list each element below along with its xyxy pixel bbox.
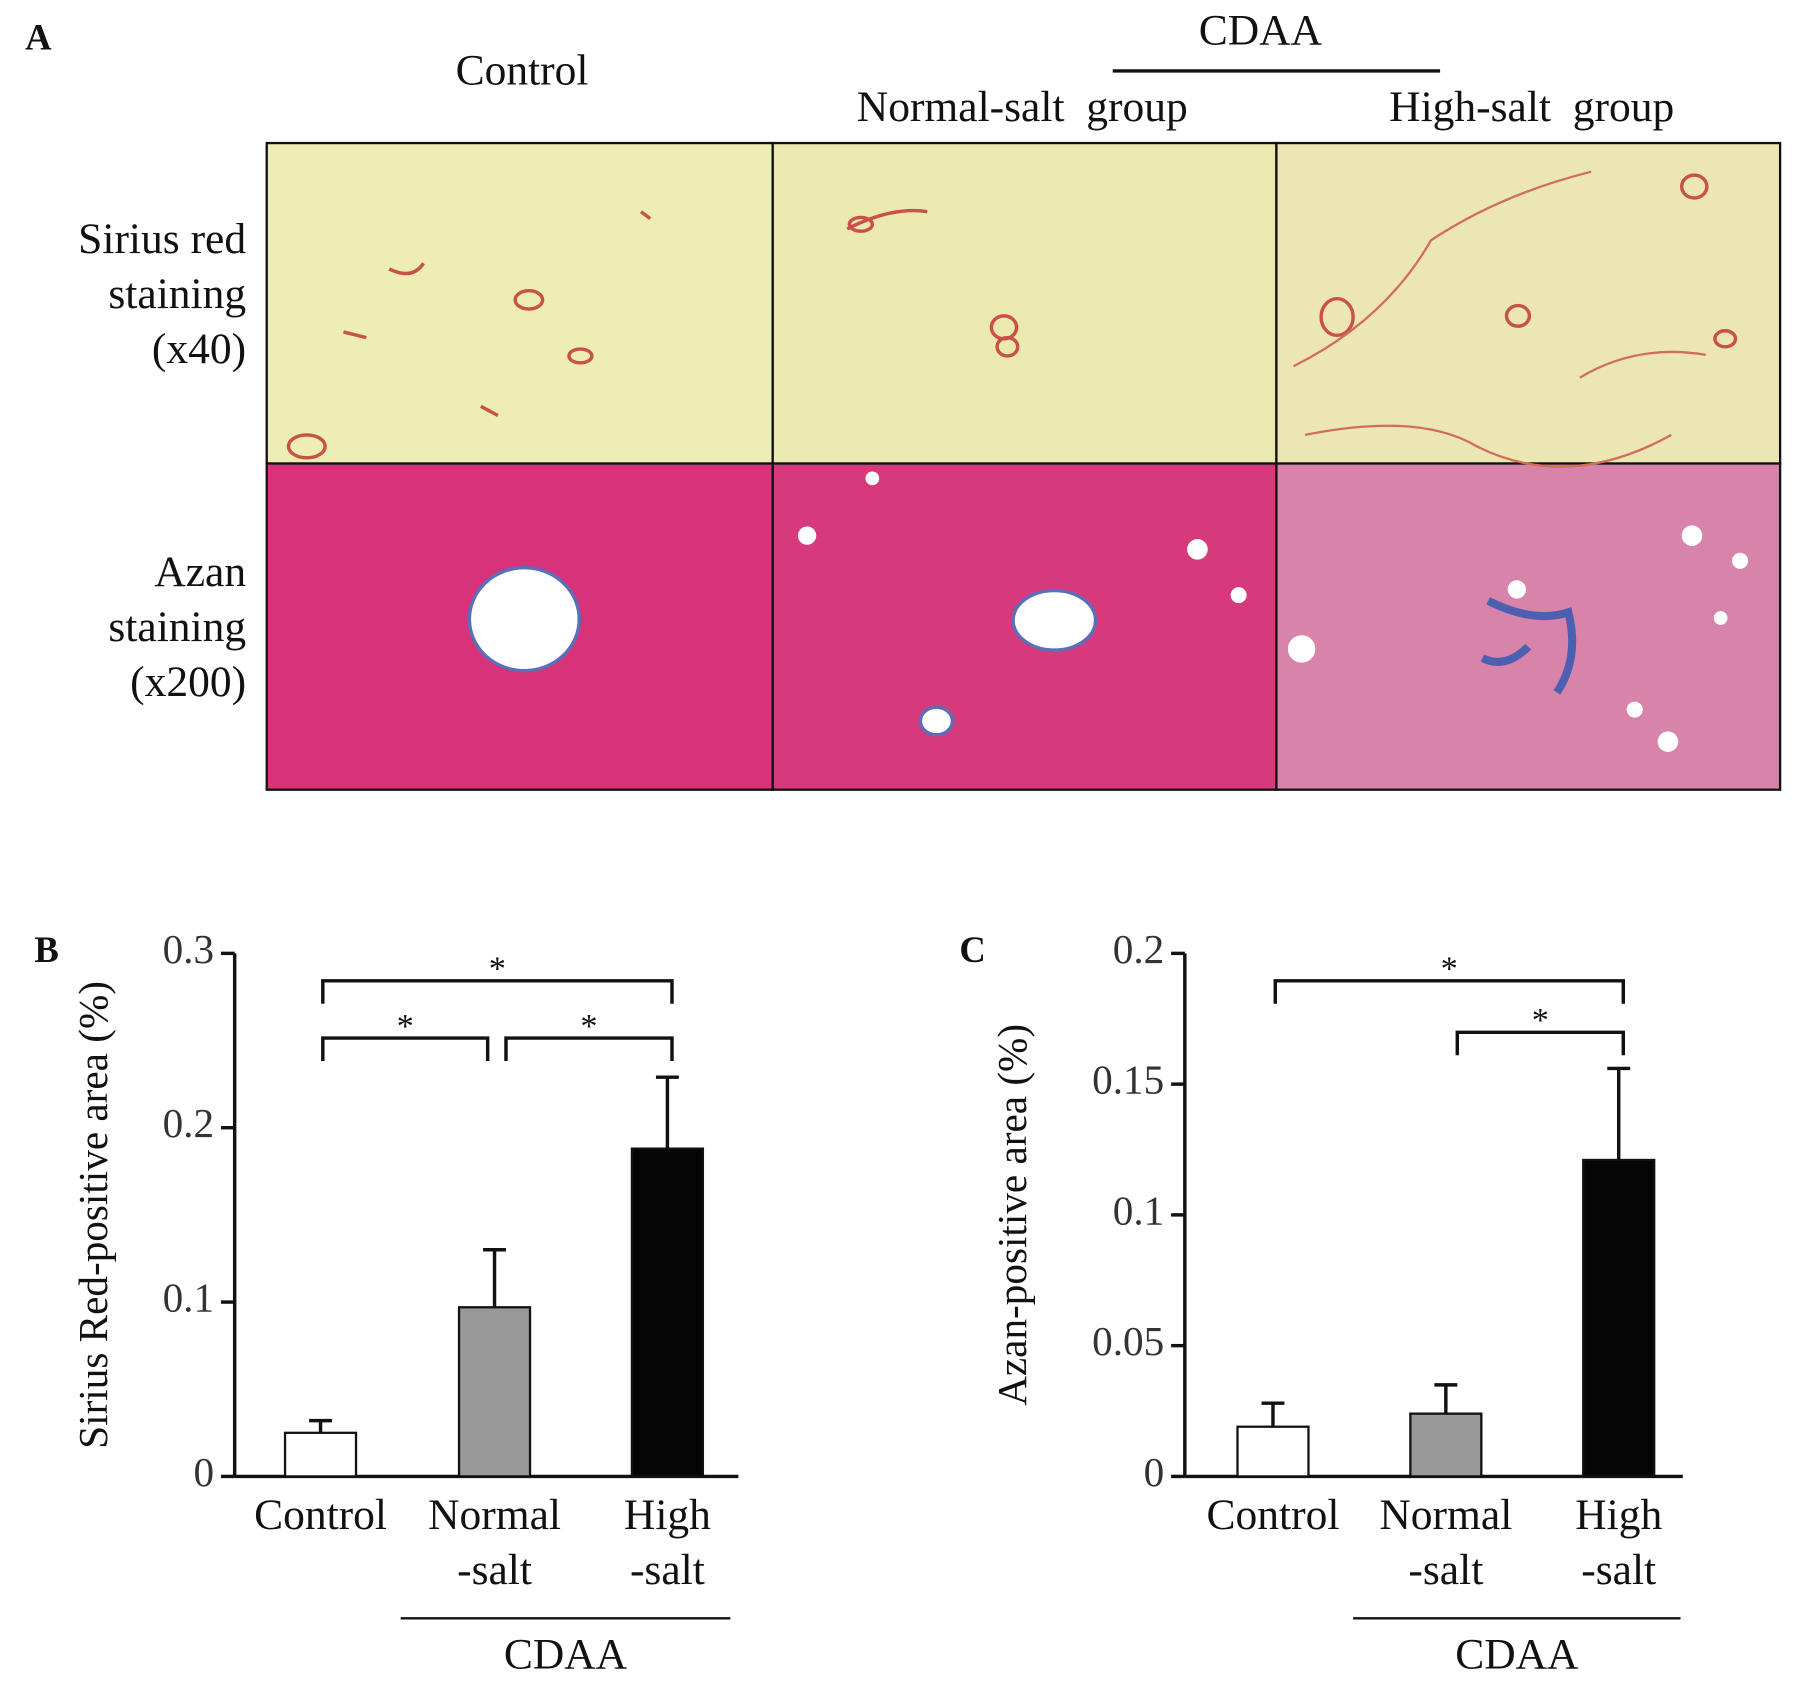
panel-a: A Control CDAA Normal-salt group High-sa… (25, 6, 1782, 791)
x-tick-label: Normal -salt (428, 1491, 561, 1595)
row-labels: Sirius red staining (x40) Azan staining (… (78, 215, 247, 707)
significance-label: * (580, 1007, 597, 1045)
group-label: CDAA (1455, 1630, 1579, 1678)
y-tick-label: 0.3 (163, 926, 214, 972)
column-header: Control (456, 46, 589, 94)
bar-chart: B Sirius Red-positive area (%) 0 0.1 0.2 0.3 C… (34, 926, 739, 1678)
row-label: Azan staining (x200) (108, 548, 247, 707)
bar-chart: C Azan-positive area (%) 0 0.05 0.1 0.15 0.2 Co… (959, 926, 1683, 1678)
y-axis-label: Sirius Red-positive area (%) (70, 981, 117, 1449)
bar (1236, 1425, 1310, 1478)
group-label: CDAA (504, 1630, 628, 1678)
bar (1582, 1158, 1656, 1478)
row-label-box: Azan staining (x200) (108, 548, 247, 707)
group-header: CDAA (1199, 6, 1323, 54)
image-sirius-normal (771, 141, 1278, 465)
x-tick-label: Normal -salt (1379, 1491, 1513, 1595)
x-tick-label: Control (1206, 1491, 1340, 1540)
y-axis-label: Azan-positive area (%) (989, 1024, 1036, 1406)
row-label-box: Sirius red staining (x40) (78, 215, 247, 374)
x-tick-label-box: Normal -salt (1379, 1491, 1513, 1595)
fibrosis (1480, 597, 1577, 695)
panel-label: B (34, 929, 58, 970)
significance-bracket (504, 1036, 674, 1061)
bar (1409, 1412, 1483, 1478)
panel-label: A (25, 17, 52, 58)
significance-bracket (321, 1036, 490, 1061)
significance-bracket (321, 979, 674, 1004)
y-tick-label: 0.15 (1092, 1057, 1164, 1103)
y-tick-label: 0.1 (163, 1275, 214, 1321)
significance-label: * (489, 950, 506, 988)
x-tick-label: High -salt (623, 1491, 711, 1595)
y-tick-label: 0.2 (1113, 926, 1164, 972)
image-sirius-control (265, 141, 774, 465)
column-header: Normal-salt group (857, 83, 1188, 131)
y-tick-label: 0 (193, 1449, 214, 1495)
significance-label: * (1532, 1001, 1549, 1039)
x-tick-label-box: High -salt (1575, 1491, 1663, 1595)
micrographs (265, 141, 1782, 791)
x-tick-label-box: High -salt (623, 1491, 711, 1595)
x-tick-label: High -salt (1575, 1491, 1663, 1595)
row-label: Sirius red staining (x40) (78, 215, 247, 374)
bar (457, 1306, 532, 1478)
y-tick-label: 0.2 (163, 1100, 214, 1146)
vessels (286, 170, 1738, 468)
significance-bracket (1455, 1030, 1626, 1056)
charts: B Sirius Red-positive area (%) 0 0.1 0.2 0.3 C… (34, 926, 1683, 1678)
significance-bracket (1273, 979, 1626, 1004)
x-tick-label-box: Control (254, 1491, 388, 1540)
image-azan-high (1275, 462, 1782, 791)
bar (630, 1147, 705, 1478)
significance-label: * (397, 1007, 414, 1045)
x-tick-label: Control (254, 1491, 388, 1540)
x-tick-label-box: Normal -salt (428, 1491, 561, 1595)
x-tick-label-box: Control (1206, 1491, 1340, 1540)
y-tick-label: 0 (1144, 1449, 1165, 1495)
column-header: High-salt group (1389, 83, 1674, 131)
y-tick-label: 0.05 (1092, 1318, 1164, 1364)
significance-label: * (1441, 950, 1458, 988)
y-tick-label: 0.1 (1113, 1187, 1164, 1233)
bar (283, 1431, 358, 1478)
lumens (467, 471, 1749, 752)
panel-label: C (959, 929, 985, 970)
